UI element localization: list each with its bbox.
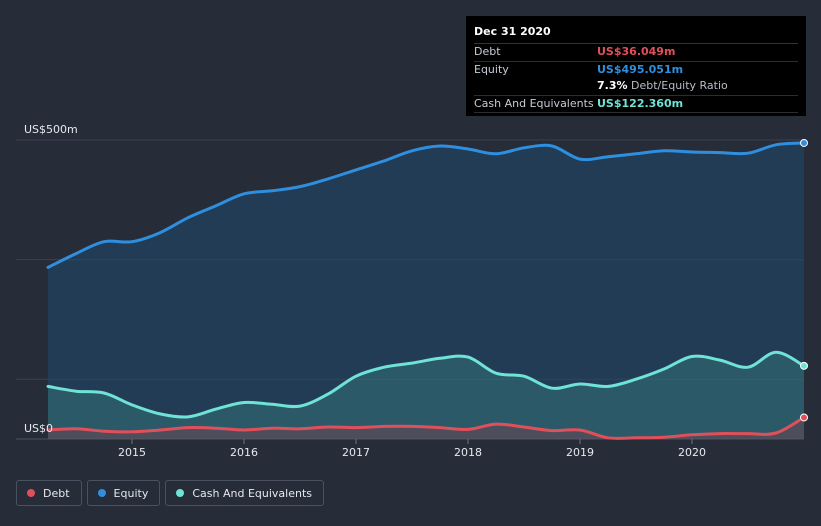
x-tick-label: 2016 — [230, 446, 258, 459]
legend-label-debt: Debt — [43, 486, 70, 500]
tooltip-equity-value: US$495.051m — [597, 62, 684, 76]
series-endpoints — [800, 138, 808, 422]
legend-item-debt[interactable]: Debt — [16, 480, 82, 506]
tooltip-equity-label: Equity — [474, 62, 509, 76]
equity-area — [48, 143, 804, 439]
y-tick-label-bottom: US$0 — [24, 422, 53, 435]
tooltip-ratio-value: 7.3% — [597, 79, 628, 92]
x-tick-label: 2019 — [566, 446, 594, 459]
equity-endpoint — [800, 138, 808, 147]
y-tick-label-top: US$500m — [24, 123, 78, 136]
tooltip-ratio-label: Debt/Equity Ratio — [631, 79, 728, 92]
tooltip-cash-value: US$122.360m — [597, 96, 684, 110]
x-tick-label: 2017 — [342, 446, 370, 459]
cash-dot-icon — [176, 489, 185, 497]
tooltip-cash-label: Cash And Equivalents — [474, 96, 594, 110]
x-tick-label: 2015 — [118, 446, 146, 459]
tooltip-date: Dec 31 2020 — [474, 23, 798, 44]
chart-legend: Debt Equity Cash And Equivalents — [16, 480, 324, 506]
debt-line — [46, 415, 806, 440]
cash-area — [48, 352, 804, 439]
legend-label-cash: Cash And Equivalents — [192, 486, 312, 500]
cash-line — [46, 350, 806, 419]
tooltip-debt-row: Debt US$36.049m — [474, 44, 798, 62]
legend-item-equity[interactable]: Equity — [86, 480, 161, 506]
legend-item-cash[interactable]: Cash And Equivalents — [165, 480, 324, 506]
series-areas — [48, 143, 804, 439]
equity-line — [46, 141, 806, 269]
tooltip-equity-row: Equity US$495.051m — [474, 62, 798, 79]
cash-endpoint — [800, 361, 808, 370]
debt-dot-icon — [27, 489, 35, 497]
x-tick-label: 2018 — [454, 446, 482, 459]
tooltip-cash-row: Cash And Equivalents US$122.360m — [474, 96, 798, 113]
debt-endpoint — [800, 413, 808, 422]
hover-tooltip: Dec 31 2020 Debt US$36.049m Equity US$49… — [466, 16, 806, 116]
tooltip-debt-label: Debt — [474, 45, 501, 58]
x-axis-ticks: 2015 2016 2017 2018 2019 2020 — [118, 439, 706, 459]
tooltip-ratio-row: 7.3% Debt/Equity Ratio — [474, 78, 798, 96]
equity-dot-icon — [97, 489, 106, 497]
series-lines — [46, 141, 806, 440]
legend-label-equity: Equity — [113, 486, 149, 500]
x-tick-label: 2020 — [678, 446, 706, 459]
tooltip-debt-value: US$36.049m — [597, 45, 676, 58]
